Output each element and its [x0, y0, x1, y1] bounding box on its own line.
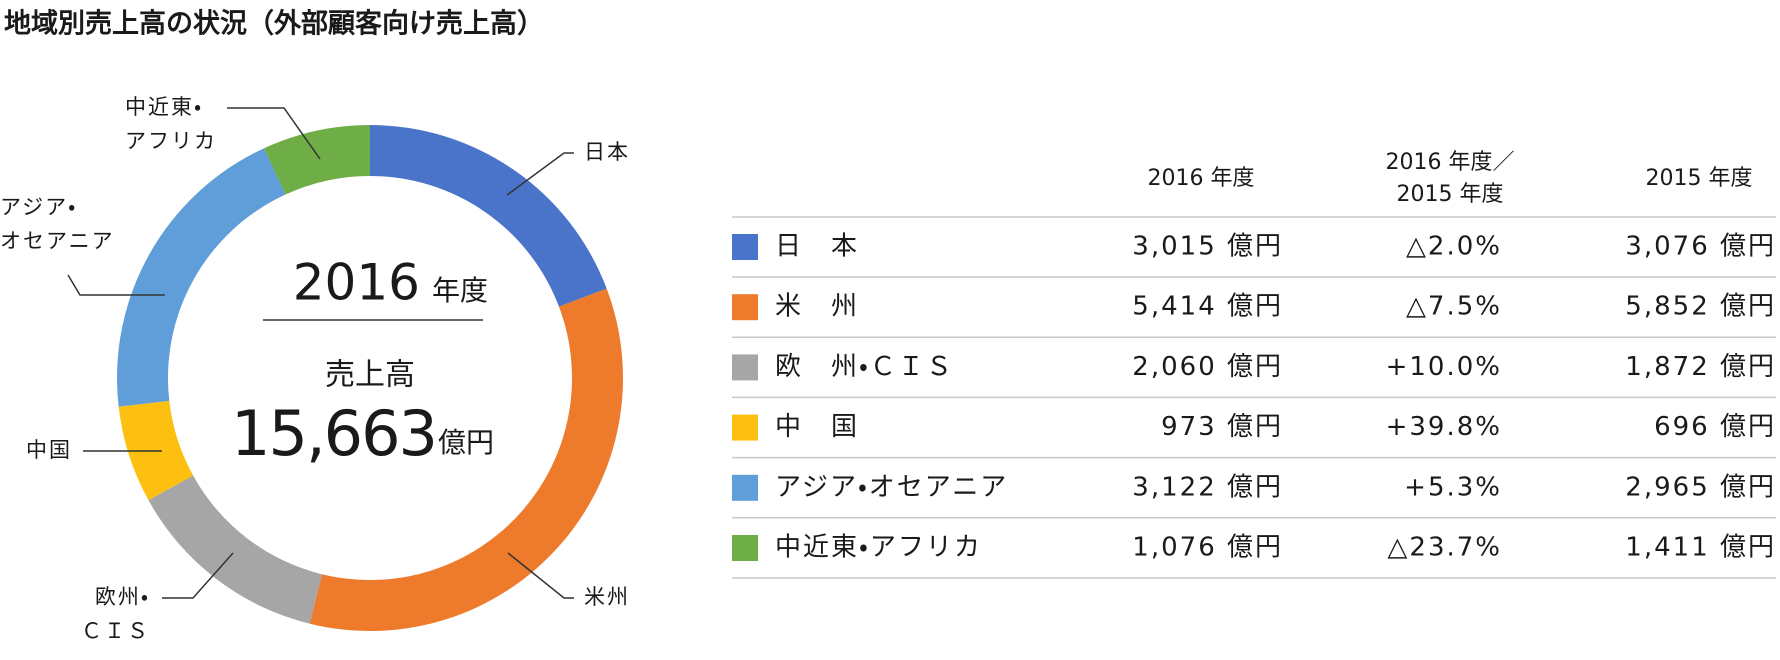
cell-value: 3,015 億円 — [1132, 232, 1283, 262]
center-label: 売上高 — [325, 358, 415, 393]
row-name: アジア・オセアニア — [775, 472, 1008, 502]
leader-line — [67, 274, 165, 296]
cell-value: 3,076 億円 — [1625, 232, 1776, 262]
slice-label: ＣＩＳ — [81, 619, 150, 643]
cell-value: 2,965 億円 — [1625, 472, 1776, 502]
legend-swatch — [732, 474, 758, 501]
cell-value: 1,411 億円 — [1625, 533, 1776, 563]
cell-value: △23.7% — [1387, 533, 1502, 563]
row-name: 日 本 — [775, 232, 859, 262]
slice-label: 中国 — [26, 438, 72, 462]
donut-slice — [148, 475, 322, 624]
slice-label: アフリカ — [125, 129, 217, 153]
donut-slice — [309, 288, 623, 631]
center-year-unit: 年度 — [432, 274, 488, 307]
cell-value: +39.8% — [1386, 412, 1502, 442]
cell-value: +10.0% — [1386, 352, 1502, 382]
slice-label: アジア・ — [0, 195, 77, 219]
legend-swatch — [732, 234, 758, 260]
title: 地域別売上高の状況（外部顧客向け売上高） — [4, 8, 544, 40]
leader-line — [506, 152, 574, 196]
cell-value: 1,076 億円 — [1132, 533, 1283, 563]
legend-swatch — [732, 294, 758, 321]
cell-value: 5,414 億円 — [1132, 292, 1283, 322]
center-total: 15,663 — [231, 397, 436, 470]
slice-label: 日本 — [584, 140, 630, 164]
cell-value: 973 億円 — [1161, 412, 1283, 442]
cell-value: △2.0% — [1406, 232, 1502, 262]
column-header: 2015 年度 — [1397, 182, 1504, 207]
center-year: 2016 — [293, 254, 420, 312]
row-name: 米 州 — [775, 292, 859, 322]
donut-slice — [370, 125, 607, 307]
leader-line — [227, 107, 321, 160]
row-name: 欧 州・ＣＩＳ — [775, 352, 954, 382]
leader-line — [162, 552, 234, 599]
slice-label: 欧州・ — [95, 585, 150, 609]
cell-value: 2,060 億円 — [1132, 352, 1283, 382]
column-header: 2015 年度 — [1646, 166, 1753, 191]
column-header: 2016 年度 — [1148, 166, 1255, 191]
row-name: 中近東・アフリカ — [775, 533, 982, 563]
column-header: 2016 年度／ — [1386, 150, 1515, 175]
row-name: 中 国 — [775, 412, 859, 442]
slice-label: オセアニア — [0, 229, 115, 253]
donut-slice — [264, 125, 370, 195]
cell-value: 5,852 億円 — [1625, 292, 1776, 322]
cell-value: +5.3% — [1404, 472, 1502, 502]
center-total-unit: 億円 — [438, 426, 494, 459]
cell-value: 696 億円 — [1654, 412, 1776, 442]
legend-swatch — [732, 354, 758, 381]
leader-line — [507, 552, 574, 599]
legend-swatch — [732, 535, 758, 561]
cell-value: △7.5% — [1406, 292, 1502, 322]
slice-label: 中近東・ — [125, 95, 203, 119]
legend-swatch — [732, 414, 758, 441]
slice-label: 米州 — [584, 585, 630, 609]
donut-slice — [117, 148, 286, 407]
cell-value: 3,122 億円 — [1132, 472, 1283, 502]
cell-value: 1,872 億円 — [1625, 352, 1776, 382]
